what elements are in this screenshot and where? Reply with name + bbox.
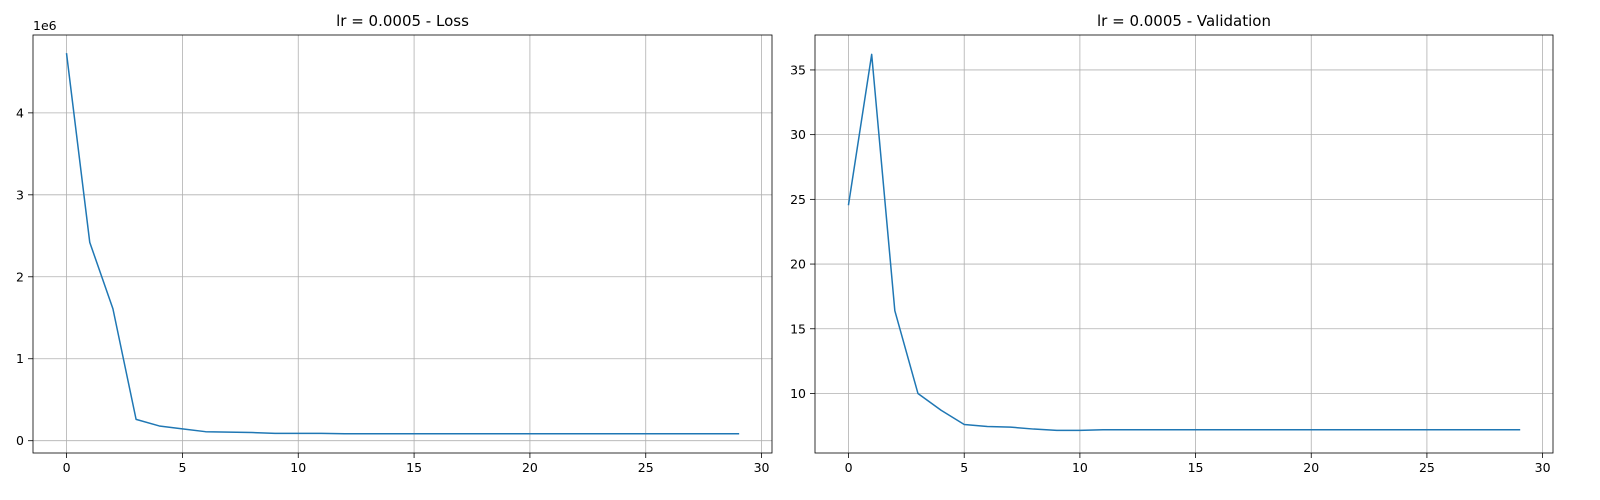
loss-y-tick-label: 3 (16, 187, 24, 202)
loss-chart-panel: lr = 0.0005 - Loss 1e6 0 5 10 15 20 25 30 0 1 2 3 4 (16, 12, 773, 475)
validation-y-tick-label: 10 (790, 386, 806, 401)
loss-y-tick-label: 4 (16, 105, 24, 120)
loss-chart-offset-text: 1e6 (33, 18, 57, 33)
loss-grid (33, 35, 772, 453)
loss-x-tick-label: 15 (406, 460, 422, 475)
validation-chart-panel: lr = 0.0005 - Validation 0 5 10 15 20 25 30 10 1… (790, 12, 1554, 475)
validation-y-tick-label: 20 (790, 257, 806, 272)
validation-axes-frame (814, 34, 1554, 454)
validation-chart-title: lr = 0.0005 - Validation (1097, 12, 1271, 30)
validation-y-tick-label: 30 (790, 127, 806, 142)
validation-series-line (847, 53, 1521, 432)
loss-x-tick-label: 25 (638, 460, 654, 475)
validation-x-tick-label: 0 (845, 460, 853, 475)
validation-x-tick-label: 30 (1535, 460, 1551, 475)
loss-x-tick-label: 30 (754, 460, 770, 475)
validation-y-tick-label: 35 (790, 62, 806, 77)
validation-grid (815, 35, 1553, 453)
loss-axes-frame (32, 34, 773, 454)
validation-x-tick-label: 25 (1419, 460, 1435, 475)
loss-y-tick-label: 1 (16, 351, 24, 366)
validation-x-tick-label: 10 (1072, 460, 1088, 475)
loss-y-tick-label: 0 (16, 433, 24, 448)
loss-x-tick-label: 0 (63, 460, 71, 475)
loss-y-tick-label: 2 (16, 269, 24, 284)
loss-x-tick-label: 5 (178, 460, 186, 475)
loss-series-line (65, 53, 740, 435)
validation-x-tick-label: 5 (960, 460, 968, 475)
validation-y-tick-label: 25 (790, 192, 806, 207)
loss-chart-title: lr = 0.0005 - Loss (336, 12, 469, 30)
loss-x-tick-label: 10 (290, 460, 306, 475)
validation-y-tick-label: 15 (790, 321, 806, 336)
validation-x-tick-label: 20 (1303, 460, 1319, 475)
loss-x-tick-label: 20 (522, 460, 538, 475)
validation-x-tick-label: 15 (1188, 460, 1204, 475)
